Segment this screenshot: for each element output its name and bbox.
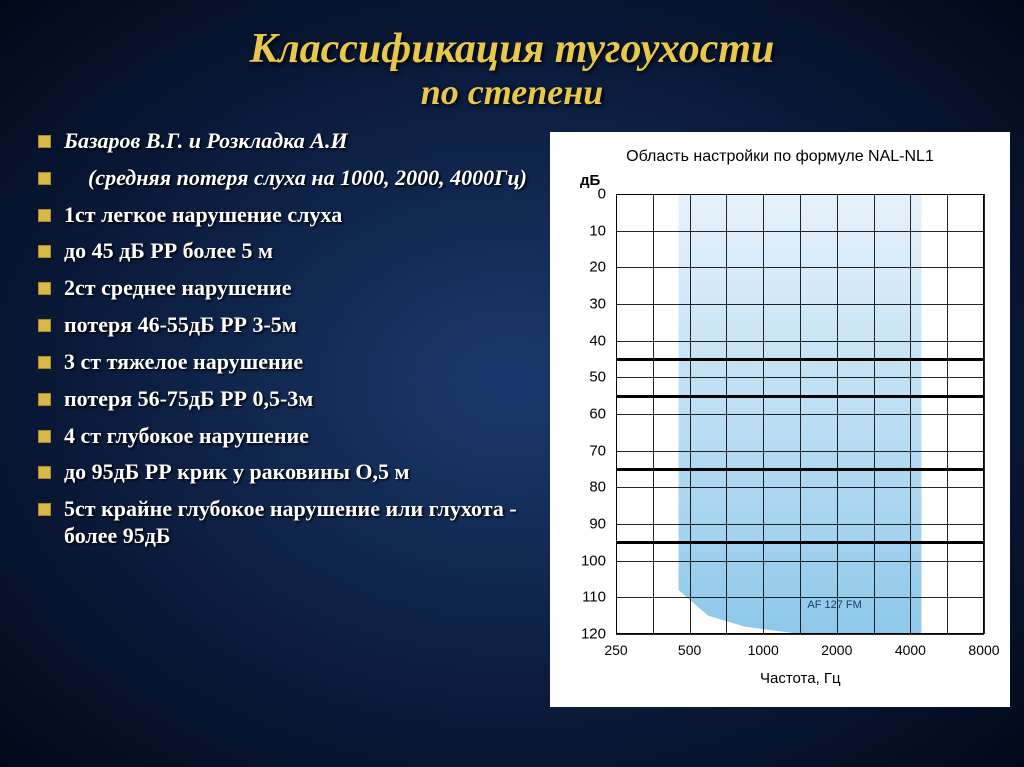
y-tick-label: 60 xyxy=(589,406,616,423)
bullet-item: 3 ст тяжелое нарушение xyxy=(30,349,540,376)
y-tick-label: 10 xyxy=(589,222,616,239)
bullet-item: 1ст легкое нарушение слуха xyxy=(30,202,540,229)
grid-hline xyxy=(616,634,984,635)
title-sub: по степени xyxy=(30,74,994,110)
x-tick-label: 1000 xyxy=(748,634,779,658)
y-tick-label: 90 xyxy=(589,516,616,533)
bullet-item: потеря 46-55дБ РР 3-5м xyxy=(30,312,540,339)
x-axis-label: Частота, Гц xyxy=(760,670,841,687)
bullet-list: Базаров В.Г. и Розкладка А.И (средняя пот… xyxy=(30,128,540,550)
x-tick-label: 4000 xyxy=(895,634,926,658)
chart-title: Область настройки по формуле NAL-NL1 xyxy=(550,132,1010,176)
chart-container: Область настройки по формуле NAL-NL1 дБ0… xyxy=(550,128,1010,728)
slide: Классификация тугоухости по степени База… xyxy=(0,0,1024,767)
title-block: Классификация тугоухости по степени xyxy=(30,20,994,110)
x-tick-label: 500 xyxy=(678,634,701,658)
plot-area: 0102030405060708090100110120250500100020… xyxy=(616,194,984,634)
x-tick-label: 250 xyxy=(604,634,627,658)
bullet-item: до 95дБ РР крик у раковины О,5 м xyxy=(30,459,540,486)
bullet-item: (средняя потеря слуха на 1000, 2000, 400… xyxy=(30,165,540,192)
plot-border xyxy=(616,194,984,634)
y-tick-label: 110 xyxy=(582,589,616,606)
title-main: Классификация тугоухости xyxy=(30,20,994,70)
y-tick-label: 20 xyxy=(589,259,616,276)
bullet-list-container: Базаров В.Г. и Розкладка А.И (средняя пот… xyxy=(30,128,550,728)
y-tick-label: 70 xyxy=(589,442,616,459)
y-tick-label: 50 xyxy=(589,369,616,386)
bullet-item: 4 ст глубокое нарушение xyxy=(30,423,540,450)
y-tick-label: 80 xyxy=(589,479,616,496)
bullet-item: 2ст среднее нарушение xyxy=(30,275,540,302)
y-tick-label: 100 xyxy=(581,552,616,569)
bullet-item: до 45 дБ РР более 5 м xyxy=(30,238,540,265)
grid-vline xyxy=(984,194,985,634)
y-tick-label: 40 xyxy=(589,332,616,349)
y-tick-label: 0 xyxy=(598,186,616,203)
bullet-item: Базаров В.Г. и Розкладка А.И xyxy=(30,128,540,155)
bullet-item: потеря 56-75дБ РР 0,5-3м xyxy=(30,386,540,413)
x-tick-label: 2000 xyxy=(821,634,852,658)
content-row: Базаров В.Г. и Розкладка А.И (средняя пот… xyxy=(30,128,994,728)
x-tick-label: 8000 xyxy=(968,634,999,658)
audiogram-chart: Область настройки по формуле NAL-NL1 дБ0… xyxy=(550,132,1010,707)
chart-annotation: AF 127 FM xyxy=(807,599,861,611)
y-tick-label: 30 xyxy=(589,296,616,313)
bullet-item: 5ст крайне глубокое нарушение или глухот… xyxy=(30,496,540,550)
